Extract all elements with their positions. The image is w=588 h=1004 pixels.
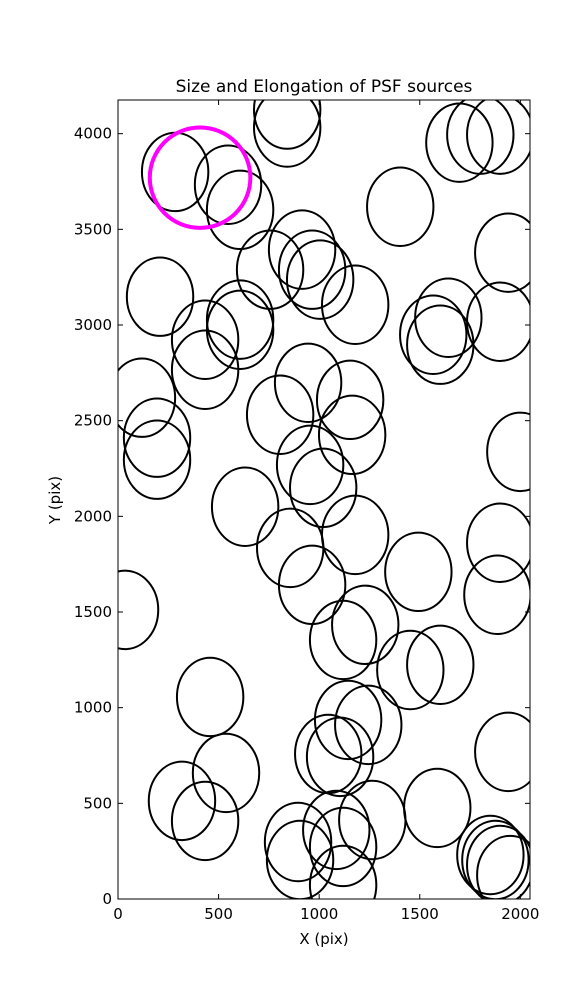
psf-ellipse bbox=[170, 299, 240, 380]
psf-ellipse bbox=[235, 229, 305, 310]
psf-ellipse bbox=[317, 394, 387, 476]
psf-ellipse bbox=[147, 125, 253, 230]
psf-ellipse bbox=[265, 819, 335, 899]
psf-ellipse bbox=[277, 544, 347, 626]
psf-ellipse bbox=[466, 502, 530, 583]
psf-ellipse bbox=[294, 713, 363, 795]
chart-title: Size and Elongation of PSF sources bbox=[176, 77, 473, 97]
psf-ellipse bbox=[384, 531, 453, 613]
psf-ellipse bbox=[461, 819, 530, 899]
psf-ellipse bbox=[308, 599, 378, 681]
y-tick-label: 1000 bbox=[74, 699, 112, 717]
psf-ellipse bbox=[263, 801, 333, 883]
psf-ellipse bbox=[313, 679, 383, 761]
psf-ellipse bbox=[118, 569, 160, 651]
psf-ellipse bbox=[406, 624, 475, 706]
psf-ellipse bbox=[210, 466, 280, 547]
psf-ellipse bbox=[376, 629, 445, 711]
x-axis-label: X (pix) bbox=[299, 930, 348, 948]
psf-ellipse bbox=[193, 144, 263, 225]
psf-ellipse bbox=[289, 447, 358, 529]
psf-ellipse bbox=[486, 411, 530, 493]
psf-ellipse bbox=[399, 294, 468, 375]
psf-ellipse bbox=[320, 494, 390, 576]
psf-ellipse bbox=[205, 169, 275, 251]
psf-ellipse bbox=[476, 834, 530, 899]
y-tick-label: 4000 bbox=[74, 125, 112, 143]
psf-ellipse bbox=[463, 554, 530, 635]
psf-ellipse bbox=[366, 166, 435, 247]
psf-ellipse bbox=[308, 844, 378, 899]
psf-ellipse bbox=[334, 684, 403, 766]
psf-ellipse bbox=[425, 102, 494, 183]
psf-ellipse bbox=[170, 329, 240, 411]
y-tick-label: 0 bbox=[102, 890, 112, 908]
psf-ellipse bbox=[245, 374, 315, 455]
psf-ellipse bbox=[302, 789, 371, 871]
psf-ellipse bbox=[285, 239, 355, 320]
y-tick-label: 2500 bbox=[74, 412, 112, 430]
psf-ellipse bbox=[403, 767, 472, 849]
psf-ellipse bbox=[122, 397, 192, 478]
psf-ellipse bbox=[205, 289, 275, 371]
psf-ellipse bbox=[315, 359, 385, 441]
psf-ellipse bbox=[275, 424, 345, 506]
psf-ellipse bbox=[191, 732, 261, 814]
psf-ellipse bbox=[305, 716, 375, 798]
y-tick-label: 2000 bbox=[74, 507, 112, 525]
psf-ellipse bbox=[331, 584, 400, 666]
y-tick-label: 500 bbox=[83, 794, 112, 812]
psf-ellipse bbox=[170, 780, 240, 862]
y-tick-label: 3000 bbox=[74, 316, 112, 334]
psf-ellipse bbox=[273, 342, 343, 424]
y-tick-label: 3500 bbox=[74, 220, 112, 238]
psf-ellipse bbox=[147, 760, 217, 842]
psf-ellipse bbox=[474, 711, 530, 793]
x-tick-label: 1500 bbox=[401, 905, 439, 923]
psf-ellipse bbox=[205, 279, 275, 360]
psf-ellipse bbox=[414, 277, 483, 358]
y-tick-label: 1500 bbox=[74, 603, 112, 621]
psf-ellipse bbox=[125, 256, 195, 337]
psf-ellipse bbox=[267, 209, 337, 290]
psf-ellipse bbox=[456, 814, 525, 896]
psf-ellipse bbox=[466, 281, 530, 362]
psf-ellipse bbox=[256, 507, 325, 589]
psf-ellipse bbox=[466, 824, 530, 899]
plot-area bbox=[118, 100, 530, 899]
psf-ellipse bbox=[253, 100, 322, 150]
psf-ellipse bbox=[474, 212, 530, 293]
x-tick-label: 2000 bbox=[501, 905, 539, 923]
plot-frame bbox=[117, 99, 531, 900]
psf-ellipse bbox=[446, 100, 515, 175]
x-tick-label: 500 bbox=[204, 905, 233, 923]
x-tick-label: 0 bbox=[113, 905, 123, 923]
psf-ellipse bbox=[253, 100, 322, 168]
psf-ellipse bbox=[320, 264, 390, 345]
psf-ellipse bbox=[277, 229, 347, 310]
psf-ellipse bbox=[175, 656, 245, 738]
x-tick-label: 1000 bbox=[300, 905, 338, 923]
psf-ellipse bbox=[466, 100, 530, 175]
psf-ellipse bbox=[122, 419, 192, 500]
y-axis-label: Y (pix) bbox=[46, 476, 64, 525]
psf-ellipse bbox=[118, 357, 177, 438]
psf-ellipse bbox=[308, 806, 378, 888]
